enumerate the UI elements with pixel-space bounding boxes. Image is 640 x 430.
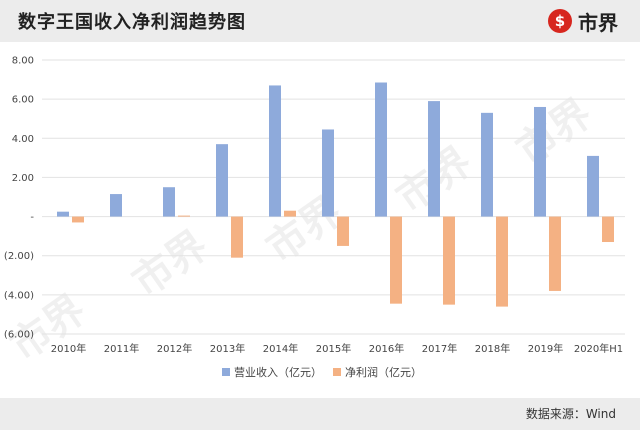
- y-tick-label: 6.00: [12, 95, 34, 106]
- brand-name: 市界: [578, 10, 618, 35]
- x-tick-label: 2018年: [475, 342, 510, 355]
- net-profit-bar: [602, 216, 614, 243]
- legend-swatch: [222, 368, 230, 376]
- title-bar: 数字王国收入净利润趋势图 $ 市界: [0, 0, 640, 42]
- net-profit-bar: [390, 216, 402, 304]
- legend-label: 净利润（亿元）: [345, 365, 422, 379]
- x-tick-label: 2013年: [210, 342, 245, 355]
- y-tick-label: -: [30, 212, 34, 223]
- revenue-bar: [269, 85, 281, 217]
- dollar-icon: $: [548, 9, 572, 33]
- revenue-bar: [110, 194, 122, 217]
- x-tick-label: 2017年: [422, 342, 457, 355]
- y-tick-label: (4.00): [4, 290, 34, 301]
- y-tick-label: (6.00): [4, 330, 34, 341]
- net-profit-bar: [284, 210, 296, 217]
- x-tick-label: 2011年: [104, 342, 139, 355]
- revenue-bar: [481, 112, 493, 217]
- y-tick-label: 8.00: [12, 56, 34, 67]
- revenue-bar: [534, 106, 546, 217]
- x-tick-label: 2010年: [51, 342, 86, 355]
- revenue-bar: [57, 211, 69, 217]
- x-tick-label: 2015年: [316, 342, 351, 355]
- x-tick-label: 2012年: [157, 342, 192, 355]
- revenue-bar: [163, 187, 175, 217]
- y-tick-label: (2.00): [4, 251, 34, 262]
- revenue-bar: [428, 101, 440, 217]
- net-profit-bar: [549, 216, 561, 291]
- source-note: 数据来源：Wind: [525, 407, 616, 421]
- revenue-bar: [216, 144, 228, 217]
- brand-logo: $ 市界: [548, 8, 618, 35]
- x-tick-label: 2014年: [263, 342, 298, 355]
- chart-area: 8.00 6.00 4.00 2.00 - (2.00) (4.00) (6.00) 2010年…: [4, 56, 625, 379]
- revenue-bar: [322, 129, 334, 217]
- net-profit-bar: [72, 216, 84, 223]
- net-profit-bar: [231, 216, 243, 258]
- y-tick-label: 2.00: [12, 173, 34, 184]
- chart-title: 数字王国收入净利润趋势图: [18, 12, 246, 33]
- revenue-bar: [375, 82, 387, 217]
- legend-label: 营业收入（亿元）: [234, 365, 322, 379]
- net-profit-bar: [337, 216, 349, 246]
- x-tick-label: 2020年H1: [574, 342, 623, 355]
- revenue-bar: [587, 155, 599, 217]
- footer-bar: 数据来源：Wind: [0, 398, 640, 430]
- net-profit-bar: [178, 215, 190, 217]
- y-tick-label: 4.00: [12, 134, 34, 145]
- net-profit-bar: [496, 216, 508, 307]
- x-tick-label: 2019年: [528, 342, 563, 355]
- net-profit-bar: [443, 216, 455, 305]
- legend-swatch: [333, 368, 341, 376]
- x-tick-label: 2016年: [369, 342, 404, 355]
